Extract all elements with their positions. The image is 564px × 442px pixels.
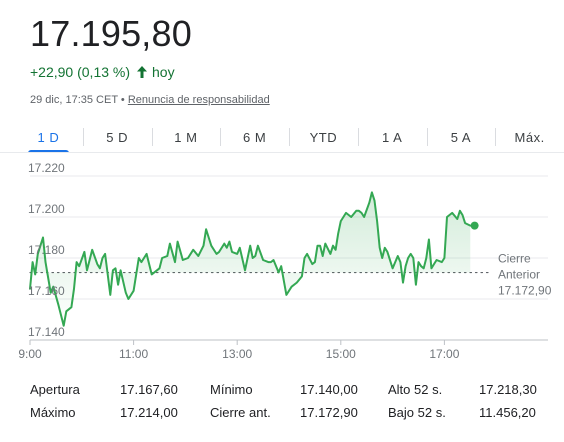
tab-label: Máx. bbox=[514, 129, 545, 145]
stat-label-low: Mínimo bbox=[210, 382, 253, 397]
tab-label: YTD bbox=[309, 129, 338, 145]
tab-label: 1 D bbox=[37, 129, 60, 145]
stat-value-52w-high: 17.218,30 bbox=[479, 382, 537, 397]
separator-dot: • bbox=[120, 94, 125, 106]
tab-label: 5 D bbox=[106, 129, 128, 145]
stat-value-52w-low: 11.456,20 bbox=[479, 405, 536, 420]
x-tick-label: 9:00 bbox=[18, 347, 42, 361]
y-tick-label: 17.140 bbox=[28, 325, 65, 339]
x-tick-label: 17:00 bbox=[429, 347, 459, 361]
tab-1a[interactable]: 1 A bbox=[357, 122, 427, 152]
change-period: hoy bbox=[152, 64, 175, 80]
tab-5a[interactable]: 5 A bbox=[426, 122, 496, 152]
price-change: +22,90 (0,13 %) hoy bbox=[30, 62, 175, 82]
change-value: +22,90 (0,13 %) bbox=[30, 64, 131, 80]
stat-label-prev-close: Cierre ant. bbox=[210, 405, 271, 420]
stats-row: Máximo 17.214,00 Cierre ant. 17.172,90 B… bbox=[30, 405, 540, 428]
stat-value-open: 17.167,60 bbox=[120, 382, 178, 397]
x-tick-label: 13:00 bbox=[222, 347, 252, 361]
y-tick-label: 17.180 bbox=[28, 243, 65, 257]
stats-table: Apertura 17.167,60 Mínimo 17.140,00 Alto… bbox=[30, 382, 540, 428]
tab-label: 1 M bbox=[174, 129, 198, 145]
price-area bbox=[30, 192, 471, 326]
current-price: 17.195,80 bbox=[30, 13, 192, 54]
stat-value-high: 17.214,00 bbox=[120, 405, 178, 420]
stat-value-prev-close: 17.172,90 bbox=[300, 405, 358, 420]
tab-label: 5 A bbox=[450, 129, 472, 145]
timestamp: 29 dic, 17:35 CET bbox=[30, 94, 118, 106]
tab-1d[interactable]: 1 D bbox=[14, 122, 83, 153]
stat-label-high: Máximo bbox=[30, 405, 76, 420]
tab-1m[interactable]: 1 M bbox=[151, 122, 221, 152]
stat-label-52w-high: Alto 52 s. bbox=[388, 382, 443, 397]
tab-label: 1 A bbox=[381, 129, 403, 145]
last-price-point bbox=[470, 221, 479, 230]
stat-value-low: 17.140,00 bbox=[300, 382, 358, 397]
tab-6m[interactable]: 6 M bbox=[220, 122, 289, 152]
previous-close-value: 17.172,90 bbox=[498, 284, 552, 298]
previous-close-label: Cierre bbox=[498, 252, 531, 266]
range-tabs: 1 D 5 D 1 M 6 M YTD 1 A 5 A Máx. bbox=[14, 122, 564, 153]
arrow-up-icon bbox=[137, 66, 148, 78]
y-tick-label: 17.220 bbox=[28, 161, 65, 175]
tab-5d[interactable]: 5 D bbox=[82, 122, 152, 152]
x-tick-label: 11:00 bbox=[119, 347, 148, 361]
x-tick-label: 15:00 bbox=[326, 347, 356, 361]
y-tick-label: 17.160 bbox=[28, 284, 65, 298]
price-chart[interactable]: 17.220 17.200 17.180 17.160 17.140 9:00 11:00 1… bbox=[0, 160, 564, 365]
tabs-divider bbox=[0, 152, 564, 153]
stat-label-open: Apertura bbox=[30, 382, 80, 397]
price-series-line bbox=[29, 191, 472, 327]
stat-label-52w-low: Bajo 52 s. bbox=[388, 405, 446, 420]
y-tick-label: 17.200 bbox=[28, 202, 65, 216]
stats-row: Apertura 17.167,60 Mínimo 17.140,00 Alto… bbox=[30, 382, 540, 405]
tab-max[interactable]: Máx. bbox=[495, 122, 564, 152]
previous-close-label: Anterior bbox=[498, 268, 540, 282]
disclaimer-link[interactable]: Renuncia de responsabilidad bbox=[127, 94, 270, 106]
tab-ytd[interactable]: YTD bbox=[289, 122, 358, 152]
tab-label: 6 M bbox=[243, 129, 267, 145]
quote-meta: 29 dic, 17:35 CET • Renuncia de responsa… bbox=[30, 92, 270, 108]
